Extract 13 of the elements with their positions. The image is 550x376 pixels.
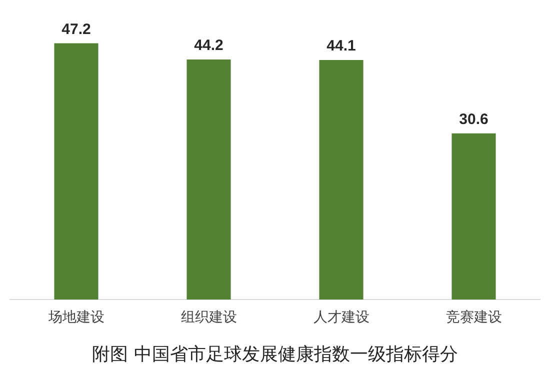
data-label: 30.6 [459, 111, 488, 128]
bar [452, 133, 496, 300]
data-label: 47.2 [62, 20, 91, 38]
data-label: 44.1 [326, 38, 356, 55]
bar [319, 60, 364, 300]
x-tick-label: 竞赛建设 [446, 310, 502, 326]
text: 附图 中国省市足球发展健康指数一级指标得分 [92, 344, 458, 365]
x-tick-label: 组织建设 [180, 310, 237, 326]
x-tick-label: 场地建设 [47, 310, 104, 326]
data-label: 44.2 [194, 37, 224, 54]
bar [54, 43, 98, 300]
bar [186, 60, 231, 300]
x-tick-label: 人才建设 [313, 310, 370, 326]
